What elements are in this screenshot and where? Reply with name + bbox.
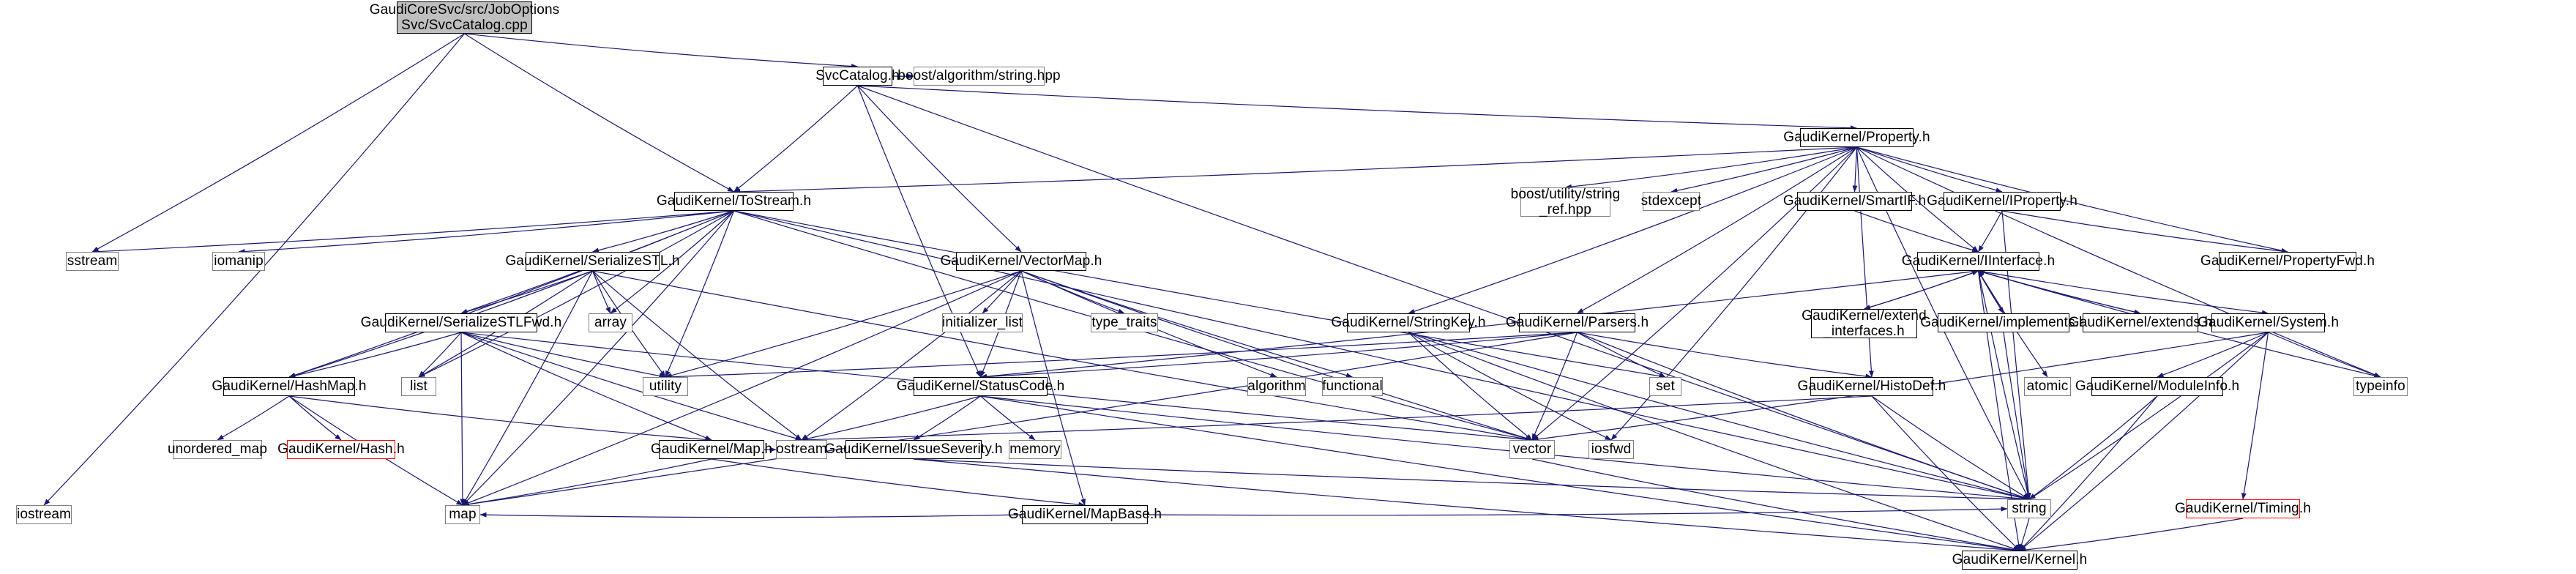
graph-node-array[interactable]: array (589, 313, 632, 332)
graph-node-parsers_h[interactable]: GaudiKernel/Parsers.h (1506, 313, 1649, 332)
graph-node-serializestlfwd_h[interactable]: GaudiKernel/SerializeSTLFwd.h (361, 313, 561, 332)
graph-node-memory[interactable]: memory (1009, 440, 1061, 459)
graph-node-system_h[interactable]: GaudiKernel/System.h (2198, 313, 2339, 332)
graph-node-vectormap_h[interactable]: GaudiKernel/VectorMap.h (940, 252, 1102, 271)
graph-node-list[interactable]: list (401, 377, 436, 396)
graph-node-sstream[interactable]: sstream (66, 252, 119, 271)
graph-node-root[interactable]: GaudiCoreSvc/src/JobOptions Svc/SvcCatal… (369, 1, 560, 34)
graph-node-boost_strref[interactable]: boost/utility/string _ref.hpp (1510, 186, 1621, 217)
graph-node-hash_h[interactable]: GaudiKernel/Hash.h (277, 440, 405, 459)
graph-node-utility[interactable]: utility (643, 377, 688, 396)
graph-node-type_traits[interactable]: type_traits (1091, 313, 1158, 332)
graph-node-timing_h[interactable]: GaudiKernel/Timing.h (2175, 499, 2311, 518)
graph-node-functional[interactable]: functional (1322, 377, 1383, 396)
graph-node-map_h[interactable]: GaudiKernel/Map.h (651, 440, 772, 459)
graph-node-histodef_h[interactable]: GaudiKernel/HistoDef.h (1798, 377, 1946, 396)
graph-node-string[interactable]: string (2007, 499, 2051, 518)
graph-node-iinterface_h[interactable]: GaudiKernel/IInterface.h (1902, 252, 2055, 271)
graph-node-algorithm[interactable]: algorithm (1247, 377, 1306, 396)
graph-node-stdexcept[interactable]: stdexcept (1641, 192, 1701, 211)
graph-node-mapbase_h[interactable]: GaudiKernel/MapBase.h (1008, 505, 1162, 524)
graph-node-iosfwd[interactable]: iosfwd (1588, 440, 1634, 459)
graph-node-set[interactable]: set (1649, 377, 1681, 396)
graph-node-smartif_h[interactable]: GaudiKernel/SmartIF.h (1783, 192, 1926, 211)
graph-node-propertyfwd_h[interactable]: GaudiKernel/PropertyFwd.h (2200, 252, 2375, 271)
graph-node-atomic[interactable]: atomic (2024, 377, 2071, 396)
graph-node-ostream[interactable]: ostream (776, 440, 827, 459)
graph-node-vector[interactable]: vector (1509, 440, 1555, 459)
graph-node-iproperty_h[interactable]: GaudiKernel/IProperty.h (1927, 192, 2077, 211)
graph-node-kernel_h[interactable]: GaudiKernel/Kernel.h (1952, 551, 2087, 570)
graph-node-property_h[interactable]: GaudiKernel/Property.h (1783, 128, 1930, 147)
graph-node-initializer_list[interactable]: initializer_list (942, 313, 1023, 332)
graph-node-stringkey_h[interactable]: GaudiKernel/StringKey.h (1331, 313, 1485, 332)
graph-node-unordered_map[interactable]: unordered_map (168, 440, 267, 459)
graph-node-iomanip[interactable]: iomanip (212, 252, 265, 271)
graph-node-serializestl_h[interactable]: GaudiKernel/SerializeSTL.h (505, 252, 680, 271)
graph-node-svccatalog_h[interactable]: SvcCatalog.h (815, 67, 900, 86)
graph-node-map[interactable]: map (445, 505, 480, 524)
graph-node-moduleinfo_h[interactable]: GaudiKernel/ModuleInfo.h (2075, 377, 2239, 396)
graph-node-hashmap_h[interactable]: GaudiKernel/HashMap.h (212, 377, 366, 396)
graph-node-tostream_h[interactable]: GaudiKernel/ToStream.h (657, 192, 811, 211)
graph-node-boost_string[interactable]: boost/algorithm/string.hpp (897, 67, 1061, 86)
graph-node-statuscode_h[interactable]: GaudiKernel/StatusCode.h (897, 377, 1064, 396)
graph-node-implements_h[interactable]: GaudiKernel/implements.h (1920, 313, 2087, 332)
graph-node-typeinfo[interactable]: typeinfo (2353, 377, 2408, 396)
graph-node-extend_interfaces_h[interactable]: GaudiKernel/extend _interfaces.h (1802, 308, 1927, 339)
graph-node-issueseverity_h[interactable]: GaudiKernel/IssueSeverity.h (824, 440, 1003, 459)
graph-node-iostream[interactable]: iostream (16, 505, 72, 524)
graph-node-extends_h[interactable]: GaudiKernel/extends.h (2069, 313, 2212, 332)
